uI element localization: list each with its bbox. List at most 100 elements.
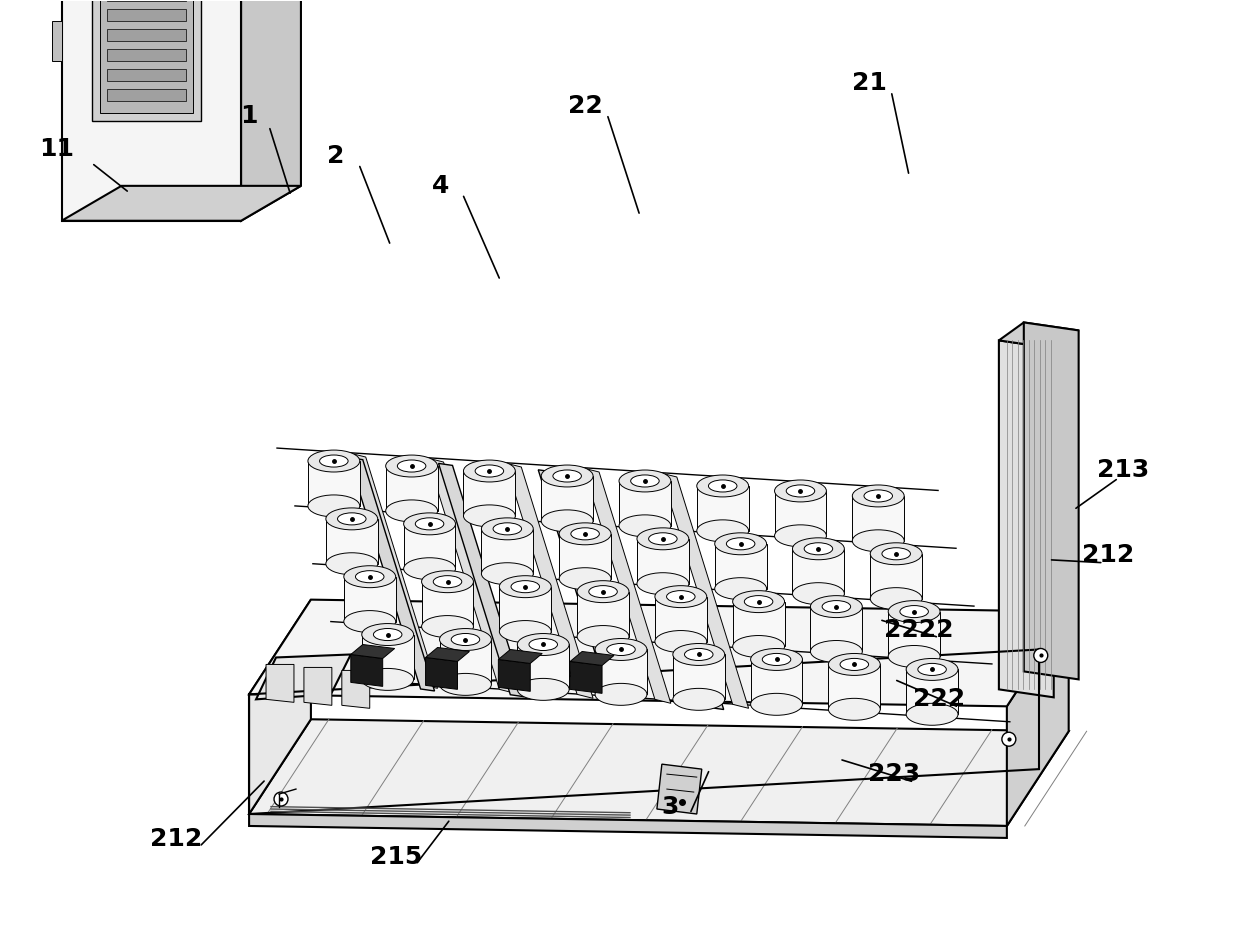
Polygon shape xyxy=(107,29,186,42)
Ellipse shape xyxy=(828,653,880,675)
Ellipse shape xyxy=(541,509,593,532)
Polygon shape xyxy=(541,476,593,521)
Polygon shape xyxy=(673,654,724,699)
Polygon shape xyxy=(657,764,702,814)
Ellipse shape xyxy=(811,640,862,663)
Ellipse shape xyxy=(864,490,893,502)
Polygon shape xyxy=(52,22,62,62)
Ellipse shape xyxy=(362,669,414,690)
Ellipse shape xyxy=(481,563,533,584)
Ellipse shape xyxy=(673,644,724,666)
Polygon shape xyxy=(500,587,552,632)
Ellipse shape xyxy=(439,673,491,695)
Polygon shape xyxy=(775,491,826,536)
Polygon shape xyxy=(342,670,370,708)
Ellipse shape xyxy=(464,505,516,527)
Polygon shape xyxy=(249,599,1069,706)
Polygon shape xyxy=(506,463,593,698)
Text: 22: 22 xyxy=(568,94,603,118)
Polygon shape xyxy=(570,661,603,693)
Ellipse shape xyxy=(655,631,707,652)
Ellipse shape xyxy=(397,460,425,472)
Ellipse shape xyxy=(684,649,713,660)
Circle shape xyxy=(274,792,288,806)
Ellipse shape xyxy=(697,520,749,542)
Ellipse shape xyxy=(386,456,438,477)
Ellipse shape xyxy=(775,525,826,546)
Ellipse shape xyxy=(595,638,647,660)
Polygon shape xyxy=(351,645,394,658)
Polygon shape xyxy=(852,496,904,541)
Ellipse shape xyxy=(415,518,444,530)
Ellipse shape xyxy=(559,567,611,590)
Polygon shape xyxy=(62,0,241,221)
Polygon shape xyxy=(425,657,458,689)
Ellipse shape xyxy=(343,565,396,588)
Polygon shape xyxy=(92,0,201,121)
Ellipse shape xyxy=(839,658,868,670)
Ellipse shape xyxy=(792,538,844,560)
Polygon shape xyxy=(107,89,186,101)
Ellipse shape xyxy=(511,581,539,593)
Polygon shape xyxy=(404,524,455,569)
Polygon shape xyxy=(559,534,611,579)
Ellipse shape xyxy=(637,573,688,595)
Ellipse shape xyxy=(326,508,378,529)
Ellipse shape xyxy=(744,596,773,608)
Text: 215: 215 xyxy=(370,845,422,868)
Polygon shape xyxy=(595,650,647,694)
Polygon shape xyxy=(464,471,516,516)
Polygon shape xyxy=(428,458,516,693)
Ellipse shape xyxy=(451,634,480,646)
Ellipse shape xyxy=(481,518,533,540)
Polygon shape xyxy=(828,665,880,709)
Ellipse shape xyxy=(464,460,516,482)
Ellipse shape xyxy=(667,591,696,602)
Ellipse shape xyxy=(541,465,593,487)
Ellipse shape xyxy=(619,470,671,491)
Polygon shape xyxy=(517,645,569,689)
Polygon shape xyxy=(351,654,383,687)
Ellipse shape xyxy=(577,581,629,602)
Polygon shape xyxy=(999,322,1079,348)
Text: 212: 212 xyxy=(1083,543,1135,566)
Ellipse shape xyxy=(708,480,737,492)
Polygon shape xyxy=(583,468,671,704)
Polygon shape xyxy=(343,577,396,621)
Polygon shape xyxy=(481,528,533,574)
Text: 2222: 2222 xyxy=(884,617,954,641)
Ellipse shape xyxy=(386,500,438,522)
Ellipse shape xyxy=(888,600,940,622)
Text: 212: 212 xyxy=(150,827,202,851)
Polygon shape xyxy=(304,668,332,706)
Polygon shape xyxy=(870,554,923,599)
Ellipse shape xyxy=(775,480,826,502)
Ellipse shape xyxy=(404,513,455,535)
Ellipse shape xyxy=(422,571,474,593)
Ellipse shape xyxy=(631,475,660,487)
Ellipse shape xyxy=(595,684,647,706)
Polygon shape xyxy=(386,466,438,510)
Text: 3: 3 xyxy=(661,795,678,819)
Polygon shape xyxy=(267,665,294,703)
Polygon shape xyxy=(107,0,186,1)
Ellipse shape xyxy=(714,578,766,599)
Ellipse shape xyxy=(822,600,851,613)
Polygon shape xyxy=(637,539,688,583)
Polygon shape xyxy=(425,648,470,661)
Ellipse shape xyxy=(828,698,880,721)
Ellipse shape xyxy=(356,571,384,582)
Ellipse shape xyxy=(697,475,749,497)
Ellipse shape xyxy=(422,616,474,637)
Polygon shape xyxy=(637,476,724,709)
Ellipse shape xyxy=(727,538,755,550)
Ellipse shape xyxy=(404,558,455,580)
Polygon shape xyxy=(326,519,378,563)
Polygon shape xyxy=(498,650,542,664)
Ellipse shape xyxy=(870,588,923,610)
Ellipse shape xyxy=(606,643,635,655)
Polygon shape xyxy=(655,597,707,641)
Ellipse shape xyxy=(714,533,766,555)
Text: 222: 222 xyxy=(913,688,965,711)
Text: 223: 223 xyxy=(868,762,920,786)
